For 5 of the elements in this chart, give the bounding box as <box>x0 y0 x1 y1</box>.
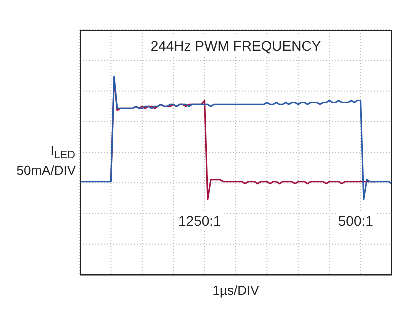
x-axis-title: 1µs/DIV <box>212 283 260 298</box>
series-label: 1250:1 <box>176 213 224 230</box>
series-label: 500:1 <box>336 213 376 230</box>
y-axis-title: I$_{LED}$ 50mA/DIV <box>16 142 76 180</box>
chart-title: 244Hz PWM FREQUENCY <box>144 36 328 56</box>
